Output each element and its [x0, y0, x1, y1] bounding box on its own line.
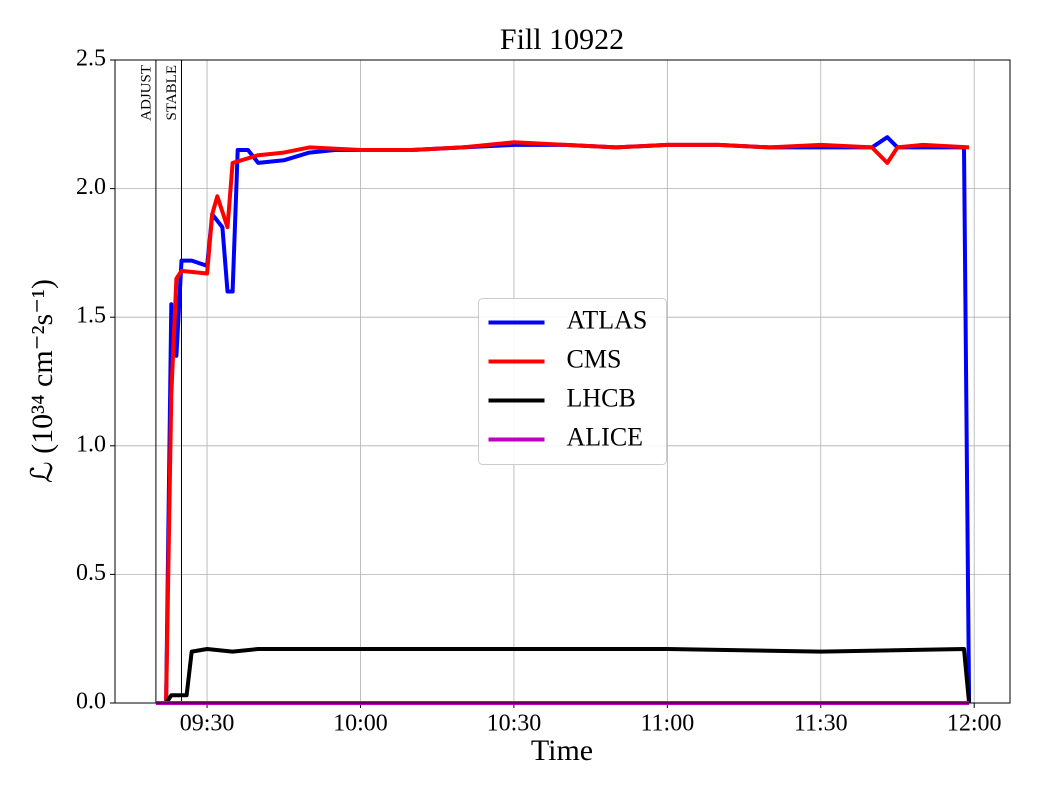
y-tick-label: 1.0	[76, 431, 106, 457]
x-tick-label: 12:00	[947, 711, 1002, 737]
annotation-label: ADJUST	[138, 65, 154, 121]
annotation-label: STABLE	[164, 65, 180, 120]
x-tick-label: 11:00	[640, 711, 694, 737]
legend-label: ALICE	[567, 422, 644, 451]
legend-box	[478, 298, 667, 465]
series-line	[164, 140, 970, 704]
series-line	[164, 647, 972, 705]
y-axis-label: ℒ (10³⁴ cm⁻²s⁻¹)	[26, 279, 59, 483]
legend-label: CMS	[567, 344, 622, 373]
y-tick-label: 0.0	[76, 689, 106, 715]
chart-title: Fill 10922	[500, 23, 624, 56]
x-tick-label: 11:30	[794, 711, 848, 737]
y-tick-label: 2.5	[76, 46, 106, 72]
x-tick-label: 10:00	[333, 711, 388, 737]
x-tick-label: 10:30	[487, 711, 542, 737]
legend: ATLAS CMS LHCB ALICE	[478, 298, 667, 465]
legend-label: ATLAS	[567, 305, 648, 334]
x-axis-label: Time	[531, 734, 593, 767]
legend-label: LHCB	[567, 383, 636, 412]
y-tick-label: 2.0	[76, 174, 106, 200]
plot-frame	[114, 59, 1011, 704]
x-tick-label: 09:30	[180, 711, 235, 737]
y-tick-label: 0.5	[76, 560, 106, 586]
y-tick-label: 1.5	[76, 303, 106, 329]
